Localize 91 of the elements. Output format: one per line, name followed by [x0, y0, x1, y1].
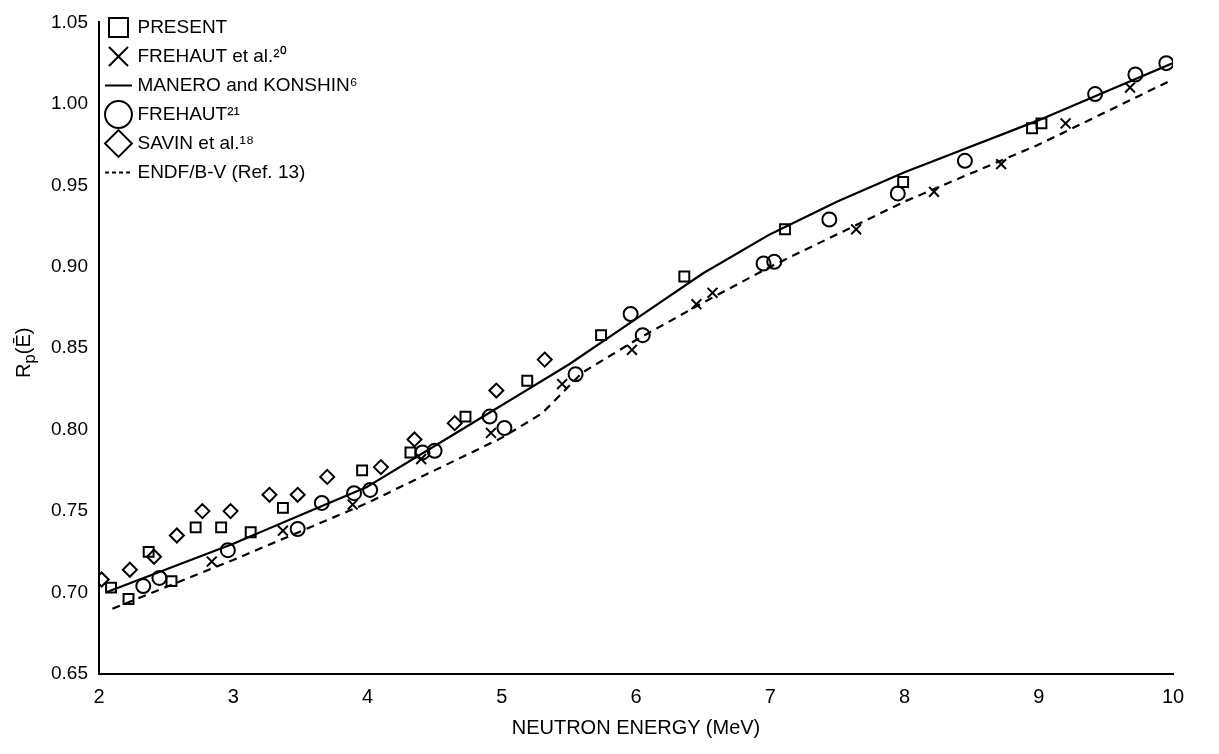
point: [766, 253, 783, 270]
point: [755, 255, 772, 272]
point: [626, 343, 638, 356]
point: [346, 498, 359, 511]
point: [622, 305, 639, 322]
legend-label: FREHAUT et al.²⁰: [137, 44, 287, 66]
point: [414, 444, 431, 461]
point: [496, 420, 513, 437]
point: [346, 485, 363, 502]
x-tick-label: 2: [93, 684, 105, 707]
point: [706, 286, 719, 299]
point: [122, 593, 135, 606]
point: [779, 223, 791, 236]
point: [556, 378, 569, 390]
y-tick-label: 0.70: [51, 580, 88, 602]
point: [1059, 117, 1072, 130]
x-tick-label: 7: [764, 684, 776, 707]
point: [151, 569, 168, 586]
point: [415, 453, 428, 465]
point: [406, 431, 423, 448]
y-tick-label: 1.00: [51, 92, 88, 114]
point: [567, 366, 584, 383]
point: [165, 575, 178, 588]
point: [289, 521, 306, 538]
x-tick-label: 9: [1033, 684, 1045, 707]
point: [168, 527, 185, 544]
point: [595, 329, 608, 342]
legend-label: PRESENT: [137, 15, 228, 37]
point: [956, 152, 973, 169]
point: [889, 185, 906, 202]
point: [1124, 81, 1136, 94]
point: [459, 410, 472, 423]
point: [1087, 86, 1104, 103]
point: [146, 548, 163, 565]
y-tick-label: 0.80: [51, 417, 88, 439]
legend-label: ENDF/B-V (Ref. 13): [137, 160, 306, 182]
y-tick-label: 0.85: [51, 336, 88, 358]
legend-label: SAVIN et al.¹⁸: [137, 131, 254, 153]
point: [850, 223, 863, 236]
y-tick-label: 0.65: [51, 662, 88, 684]
point: [690, 298, 703, 311]
point: [897, 176, 910, 188]
point: [276, 524, 289, 537]
y-tick-label: 0.75: [51, 499, 88, 521]
point: [928, 185, 940, 198]
point: [135, 578, 152, 595]
point: [289, 486, 306, 503]
point: [362, 481, 379, 498]
point: [488, 382, 505, 399]
y-tick-label: 0.95: [51, 173, 88, 195]
point: [356, 464, 369, 477]
point: [121, 561, 138, 578]
point: [634, 327, 651, 344]
y-tick-label: 0.90: [51, 254, 88, 276]
point: [536, 351, 553, 368]
point: [1158, 55, 1173, 72]
legend-label: FREHAUT²¹: [137, 102, 240, 124]
x-tick-label: 3: [227, 684, 239, 707]
point: [189, 521, 202, 534]
point: [244, 526, 257, 539]
legend-label: MANERO and KONSHIN⁶: [137, 73, 358, 95]
point: [995, 158, 1008, 171]
y-tick-label: 1.05: [51, 10, 88, 32]
point: [678, 270, 691, 283]
x-tick-label: 5: [496, 684, 508, 707]
point: [215, 521, 228, 534]
x-axis-title: NEUTRON ENERGY (MeV): [511, 715, 761, 738]
point: [205, 555, 218, 568]
point: [521, 374, 534, 387]
point: [222, 503, 239, 520]
x-tick-label: 4: [361, 684, 374, 707]
x-tick-label: 8: [898, 684, 911, 707]
point: [319, 468, 336, 485]
point: [446, 415, 463, 432]
point: [219, 542, 236, 559]
point: [105, 581, 118, 594]
point: [1035, 117, 1048, 130]
point: [1127, 66, 1144, 83]
point: [313, 494, 330, 511]
point: [194, 503, 211, 520]
point: [821, 211, 838, 228]
point: [426, 442, 443, 459]
x-tick-label: 6: [630, 684, 642, 707]
point: [276, 501, 289, 514]
point: [485, 426, 497, 439]
point: [1026, 122, 1038, 135]
x-tick-label: 10: [1161, 684, 1185, 707]
point: [372, 459, 389, 476]
point: [481, 408, 498, 425]
point: [261, 486, 278, 503]
point: [404, 446, 417, 459]
